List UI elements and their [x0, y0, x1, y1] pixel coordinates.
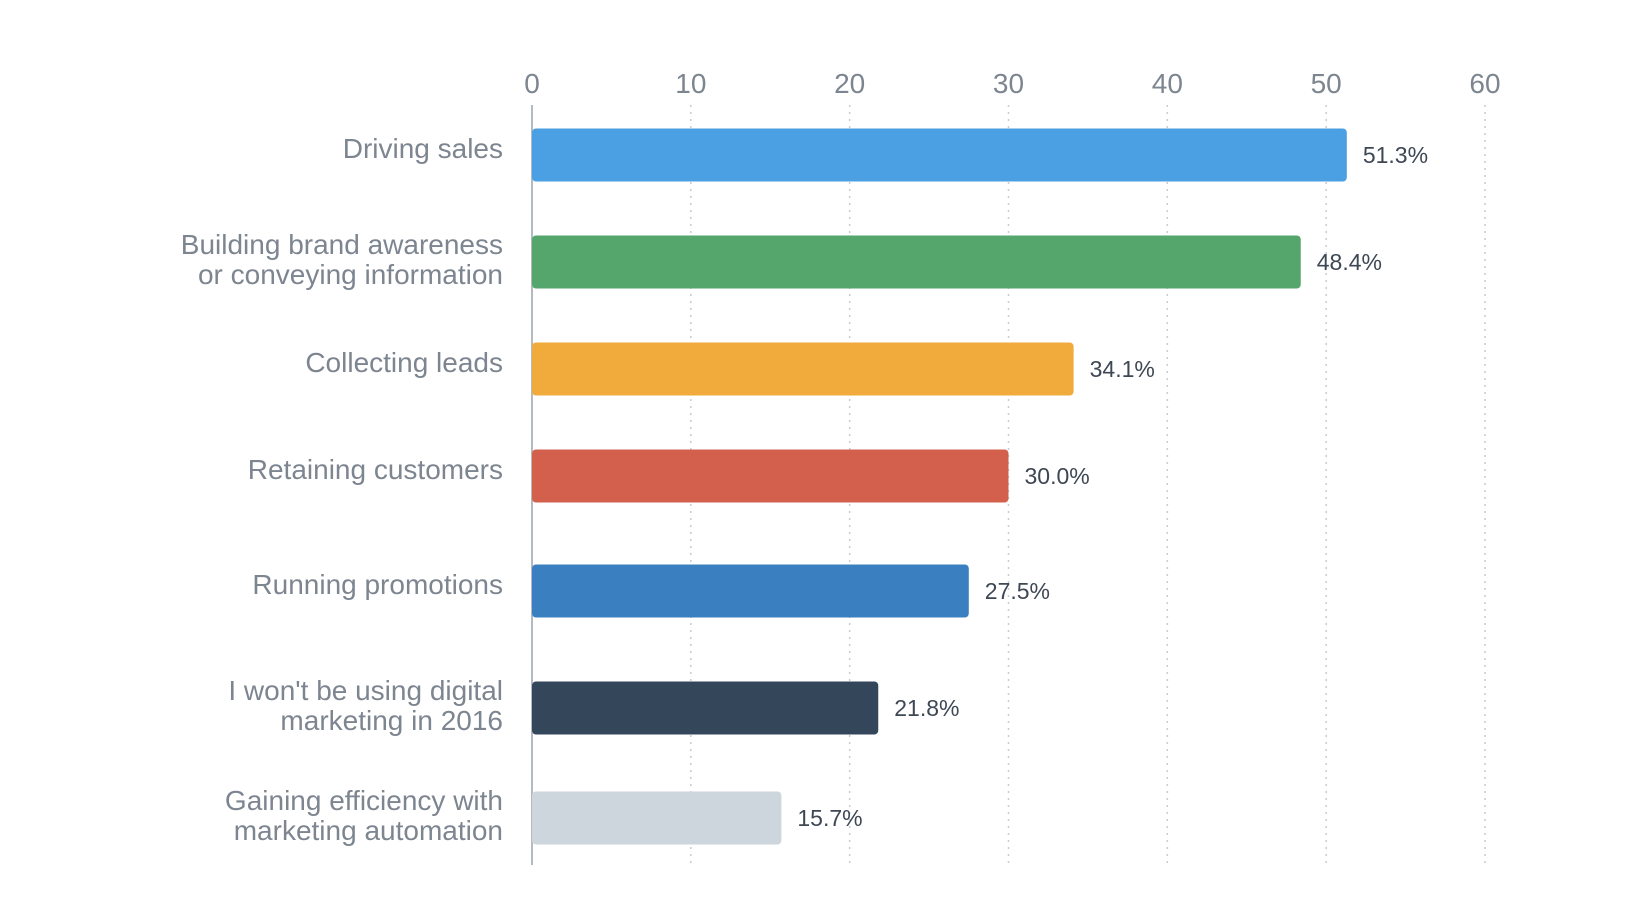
x-tick-label-30: 30 [993, 68, 1024, 99]
bar-7[interactable] [532, 791, 782, 845]
value-label-6: 21.8% [894, 695, 959, 721]
category-label-1: Driving sales [343, 133, 503, 164]
x-axis-ticks: 0 10 20 30 40 50 60 [524, 68, 1500, 99]
bar-4[interactable] [532, 449, 1009, 503]
value-label-4: 30.0% [1025, 463, 1090, 489]
bar-6[interactable] [532, 681, 879, 735]
x-tick-label-60: 60 [1469, 68, 1500, 99]
bar-1[interactable] [532, 128, 1347, 182]
x-tick-label-20: 20 [834, 68, 865, 99]
x-tick-label-0: 0 [524, 68, 540, 99]
category-label-3: Collecting leads [305, 347, 503, 378]
value-label-5: 27.5% [985, 578, 1050, 604]
bar-5[interactable] [532, 564, 969, 618]
category-label-6: I won't be using digital marketing in 201… [228, 675, 503, 736]
value-label-1: 51.3% [1363, 142, 1428, 168]
value-label-7: 15.7% [797, 805, 862, 831]
category-label-2: Building brand awareness or conveying inf… [181, 229, 503, 290]
bar-3[interactable] [532, 342, 1074, 396]
category-label-4: Retaining customers [248, 454, 503, 485]
category-labels: Driving sales Building brand awareness or … [181, 133, 503, 846]
x-tick-label-10: 10 [675, 68, 706, 99]
value-labels: 51.3% 48.4% 34.1% 30.0% 27.5% 21.8% 15.7% [797, 142, 1428, 831]
x-tick-label-50: 50 [1311, 68, 1342, 99]
bar-2[interactable] [532, 235, 1301, 289]
category-label-7: Gaining efficiency with marketing automat… [225, 785, 503, 846]
bars-layer [532, 128, 1347, 845]
category-label-5: Running promotions [252, 569, 503, 600]
value-label-2: 48.4% [1317, 249, 1382, 275]
x-tick-label-40: 40 [1152, 68, 1183, 99]
value-label-3: 34.1% [1090, 356, 1155, 382]
